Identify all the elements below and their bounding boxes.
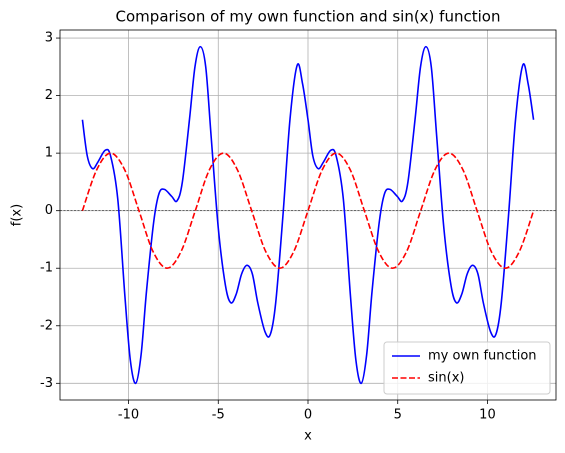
x-tick-label: -5	[212, 408, 225, 423]
x-tick-label: 10	[479, 408, 496, 423]
legend-label: my own function	[428, 349, 537, 364]
line	[81, 152, 535, 270]
legend: my own function sin(x)	[383, 341, 551, 395]
x-tick-label: 0	[304, 408, 312, 423]
legend-label: sin(x)	[428, 371, 464, 386]
y-tick-label: -3	[40, 376, 53, 391]
y-tick-label: 0	[45, 203, 53, 218]
y-axis-label: f(x)	[10, 204, 25, 226]
y-tick-label: 3	[45, 31, 53, 46]
y-tick-label: 1	[45, 146, 53, 161]
x-tick-label: 5	[394, 408, 402, 423]
x-tick-label: -10	[118, 408, 139, 423]
y-tick-label: -2	[40, 318, 53, 333]
y-tick-label: -1	[40, 261, 53, 276]
legend-box	[383, 341, 551, 395]
line	[81, 45, 535, 385]
chart-title: Comparison of my own function and sin(x)…	[116, 8, 501, 26]
y-tick-label: 2	[45, 88, 53, 103]
x-axis-label: x	[304, 429, 312, 444]
plot-frame	[59, 29, 557, 401]
